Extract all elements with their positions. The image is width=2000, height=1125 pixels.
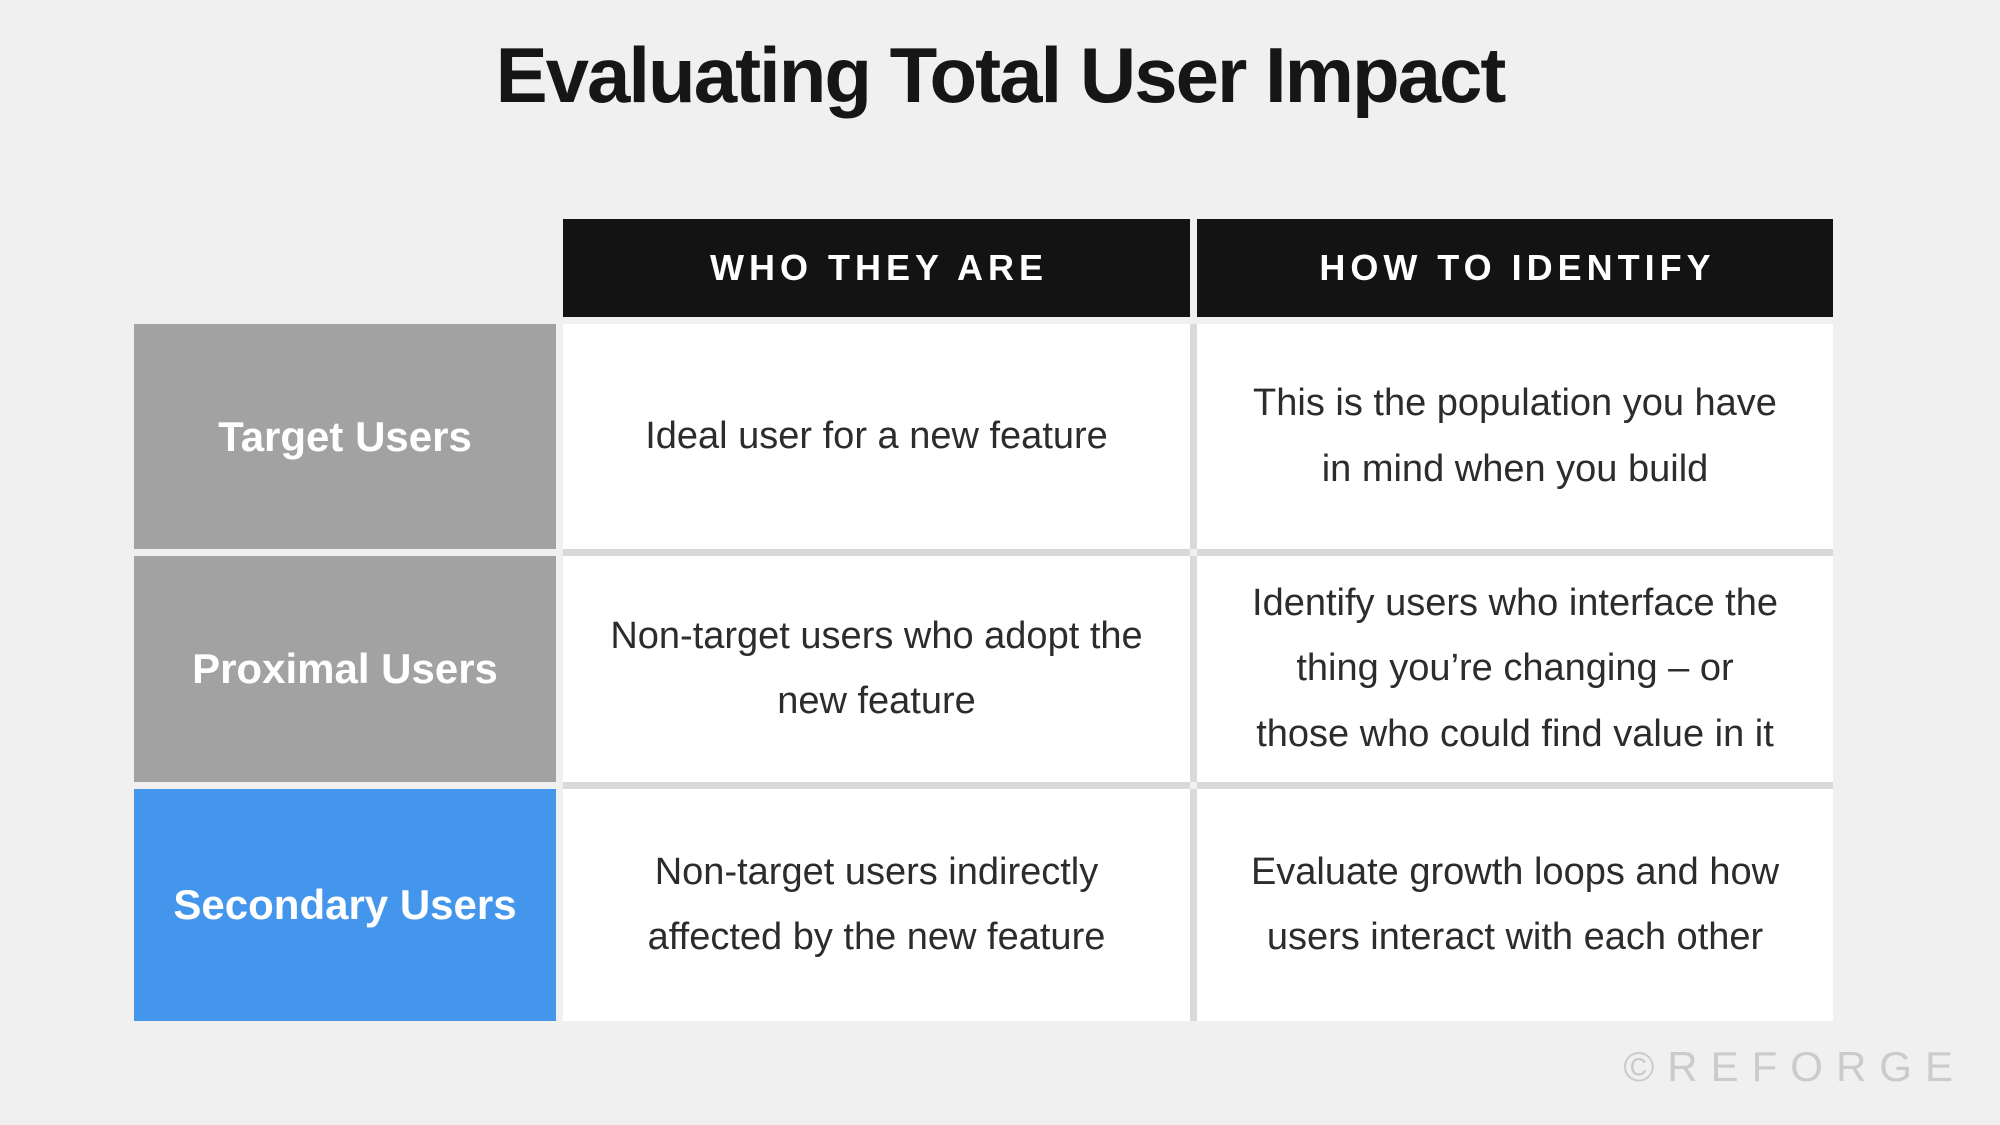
row-label-secondary-users: Secondary Users	[134, 789, 556, 1021]
reforge-copyright-watermark: ©REFORGE	[1623, 1043, 1966, 1090]
cell-target-users-identify: This is the population you have in mind …	[1197, 324, 1833, 549]
cell-proximal-users-who: Non-target users who adopt the new featu…	[563, 556, 1190, 782]
row-label-proximal-users: Proximal Users	[134, 556, 556, 782]
cell-secondary-users-identify: Evaluate growth loops and how users inte…	[1197, 789, 1833, 1021]
page-title: Evaluating Total User Impact	[495, 31, 1507, 119]
column-header-who-they-are: WHO THEY ARE	[563, 219, 1190, 317]
cell-secondary-users-who: Non-target users indirectly affected by …	[563, 789, 1190, 1021]
user-impact-table: WHO THEY ARE HOW TO IDENTIFY Target User…	[134, 219, 1833, 1021]
table-corner-spacer	[134, 219, 556, 317]
row-label-target-users: Target Users	[134, 324, 556, 549]
cell-proximal-users-identify: Identify users who interface the thing y…	[1197, 556, 1833, 782]
cell-target-users-who: Ideal user for a new feature	[563, 324, 1190, 549]
column-header-how-to-identify: HOW TO IDENTIFY	[1197, 219, 1833, 317]
